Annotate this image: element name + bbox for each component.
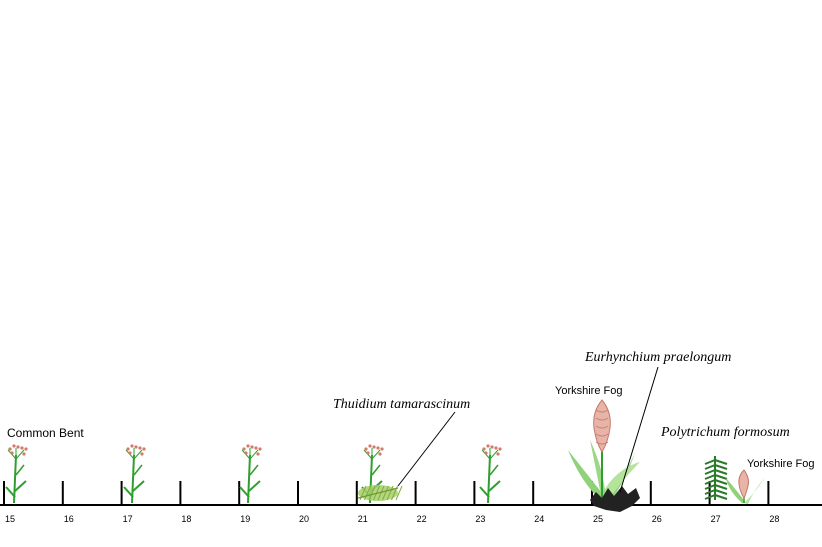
label-yorkshire-fog-1: Yorkshire Fog <box>555 385 623 397</box>
tick-label: 23 <box>475 514 486 524</box>
tick-label: 25 <box>593 514 604 524</box>
tick-label: 21 <box>357 514 368 524</box>
yorkshire-fog-small <box>726 469 764 504</box>
label-polytrichum: Polytrichum formosum <box>661 425 790 440</box>
tick-label: 24 <box>534 514 545 524</box>
thuidium-moss <box>357 485 403 501</box>
plants-layer <box>5 399 764 512</box>
tick-label: 28 <box>769 514 780 524</box>
tick-label: 22 <box>416 514 427 524</box>
tick-label: 18 <box>181 514 192 524</box>
tick-label: 17 <box>122 514 133 524</box>
polytrichum-moss <box>704 456 728 500</box>
tick-label: 26 <box>651 514 662 524</box>
tick-label: 15 <box>5 514 16 524</box>
common-bent-plant <box>479 444 502 504</box>
tick-label: 27 <box>710 514 721 524</box>
transect-axis <box>0 481 822 506</box>
leader-thuidium <box>397 411 456 487</box>
common-bent-plant <box>5 444 28 504</box>
tick-label: 16 <box>63 514 74 524</box>
leader-lines <box>397 366 659 493</box>
yorkshire-fog-plant <box>568 399 640 504</box>
eurhynchium-moss <box>590 486 640 512</box>
tick-label: 20 <box>299 514 310 524</box>
label-thuidium: Thuidium tamarascinum <box>333 397 471 412</box>
leader-eurhynchium <box>619 366 659 493</box>
label-common-bent: Common Bent <box>7 426 84 440</box>
label-yorkshire-fog-2: Yorkshire Fog <box>747 458 815 470</box>
common-bent-plant <box>239 444 262 504</box>
label-eurhynchium: Eurhynchium praelongum <box>585 350 732 365</box>
common-bent-plant <box>123 444 146 504</box>
tick-label: 19 <box>240 514 251 524</box>
